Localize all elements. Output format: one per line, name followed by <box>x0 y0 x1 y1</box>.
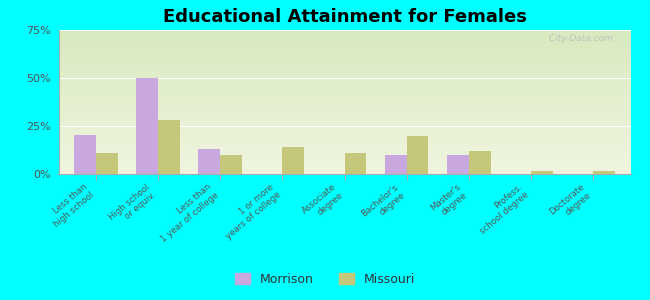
Bar <box>447 155 469 174</box>
Bar <box>282 147 304 174</box>
Bar <box>531 171 552 174</box>
Bar <box>74 135 96 174</box>
Text: City-Data.com: City-Data.com <box>547 34 614 43</box>
Bar <box>344 153 366 174</box>
Bar <box>136 78 158 174</box>
Bar <box>96 153 118 174</box>
Bar <box>220 155 242 174</box>
Bar <box>593 171 615 174</box>
Bar <box>198 149 220 174</box>
Bar <box>385 155 407 174</box>
Bar <box>158 120 180 174</box>
Bar <box>469 151 491 174</box>
Bar <box>407 136 428 174</box>
Legend: Morrison, Missouri: Morrison, Missouri <box>230 268 420 291</box>
Title: Educational Attainment for Females: Educational Attainment for Females <box>162 8 526 26</box>
